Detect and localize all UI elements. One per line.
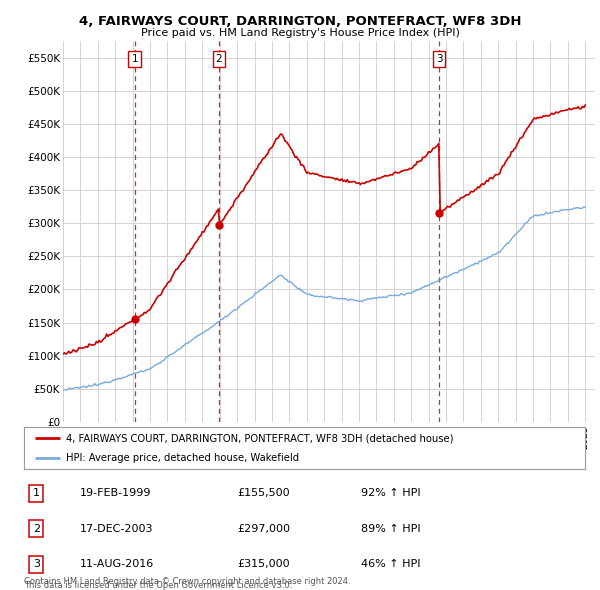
Text: 17-DEC-2003: 17-DEC-2003 — [80, 524, 154, 533]
Text: HPI: Average price, detached house, Wakefield: HPI: Average price, detached house, Wake… — [66, 453, 299, 463]
Text: 3: 3 — [33, 559, 40, 569]
Text: This data is licensed under the Open Government Licence v3.0.: This data is licensed under the Open Gov… — [24, 581, 292, 590]
Text: 92% ↑ HPI: 92% ↑ HPI — [361, 488, 420, 498]
Text: £297,000: £297,000 — [237, 524, 290, 533]
Text: Price paid vs. HM Land Registry's House Price Index (HPI): Price paid vs. HM Land Registry's House … — [140, 28, 460, 38]
Text: 3: 3 — [436, 54, 443, 64]
Text: 4, FAIRWAYS COURT, DARRINGTON, PONTEFRACT, WF8 3DH: 4, FAIRWAYS COURT, DARRINGTON, PONTEFRAC… — [79, 15, 521, 28]
Text: 46% ↑ HPI: 46% ↑ HPI — [361, 559, 420, 569]
Text: £315,000: £315,000 — [237, 559, 290, 569]
Text: 19-FEB-1999: 19-FEB-1999 — [80, 488, 152, 498]
Text: 11-AUG-2016: 11-AUG-2016 — [80, 559, 154, 569]
Text: Contains HM Land Registry data © Crown copyright and database right 2024.: Contains HM Land Registry data © Crown c… — [24, 577, 350, 586]
Text: 89% ↑ HPI: 89% ↑ HPI — [361, 524, 420, 533]
Text: 1: 1 — [131, 54, 138, 64]
Text: 1: 1 — [33, 488, 40, 498]
Text: 4, FAIRWAYS COURT, DARRINGTON, PONTEFRACT, WF8 3DH (detached house): 4, FAIRWAYS COURT, DARRINGTON, PONTEFRAC… — [66, 433, 454, 443]
Text: 2: 2 — [33, 524, 40, 533]
Text: 2: 2 — [215, 54, 223, 64]
Text: £155,500: £155,500 — [237, 488, 290, 498]
